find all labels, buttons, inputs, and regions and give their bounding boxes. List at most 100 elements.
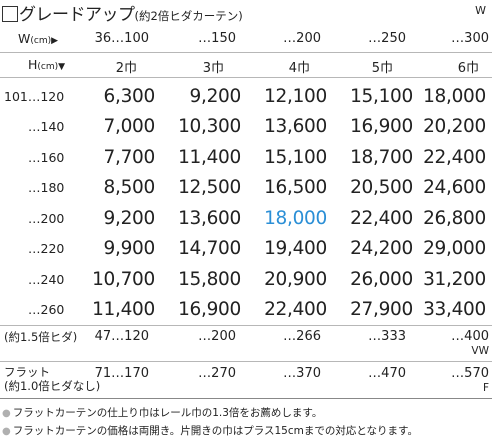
pleat15-width-4: …333	[368, 329, 406, 344]
width-range-1: 36…100	[94, 31, 149, 46]
price-cell: 7,700	[103, 146, 156, 168]
page-title: グレードアップ	[19, 5, 135, 25]
width-axis-letter: W	[18, 31, 31, 46]
table-row: …200 9,200 13,600 18,000 22,400 26,800	[0, 203, 492, 234]
height-axis-letter: H	[28, 57, 38, 72]
right-arrow-icon: ▶	[51, 36, 59, 46]
bottom-rule	[0, 398, 492, 399]
panel-width-3: 4巾	[288, 61, 310, 76]
width-range-2: …150	[198, 31, 236, 46]
panel-width-2: 3巾	[202, 61, 224, 76]
price-cell: 24,600	[423, 177, 486, 199]
price-cell: 16,500	[264, 177, 327, 199]
price-cell: 22,400	[350, 207, 413, 229]
height-range-cell: …140	[28, 119, 65, 135]
divider-line	[0, 52, 492, 53]
checkbox-square-icon	[2, 5, 18, 22]
down-arrow-icon: ▼	[58, 62, 66, 72]
price-cell: 29,000	[423, 238, 486, 260]
panel-width-1: 2巾	[115, 61, 137, 76]
page-subtitle: (約2倍ヒダカーテン)	[134, 9, 243, 23]
note-2-text: フラットカーテンの価格は両開き。片開きの巾はプラス15cmまでの対応となります。	[12, 425, 418, 437]
price-cell: 8,500	[103, 177, 156, 199]
table-row: …260 11,400 16,900 22,400 27,900 33,400	[0, 295, 492, 326]
table-row: 101…120 6,300 9,200 12,100 15,100 18,000	[0, 81, 492, 112]
price-cell: 11,400	[178, 146, 241, 168]
price-cell: 9,900	[103, 238, 156, 260]
table-row: …160 7,700 11,400 15,100 18,700 22,400	[0, 142, 492, 173]
note-2: ● フラットカーテンの価格は両開き。片開きの巾はプラス15cmまでの対応となります…	[2, 423, 418, 438]
price-cell: 31,200	[423, 268, 486, 290]
height-range-cell: …240	[28, 271, 65, 287]
price-cell: 15,100	[350, 85, 413, 107]
pleat15-unit: VW	[471, 345, 489, 357]
price-cell: 24,200	[350, 238, 413, 260]
price-cell: 22,400	[423, 146, 486, 168]
width-range-4: …250	[368, 31, 406, 46]
table-row: …220 9,900 14,700 19,400 24,200 29,000	[0, 234, 492, 265]
price-cell: 11,400	[92, 299, 155, 321]
width-range-5: …300	[451, 31, 489, 46]
divider-line	[0, 77, 492, 78]
note-1-text: フラットカーテンの仕上り巾はレール巾の1.3倍をお薦めします。	[12, 407, 323, 419]
height-axis-label: H(cm)▼	[28, 57, 65, 72]
price-cell: 20,500	[350, 177, 413, 199]
height-range-cell: …160	[28, 149, 65, 165]
flat-width-5: …570	[451, 366, 489, 381]
price-cell: 16,900	[178, 299, 241, 321]
price-cell: 14,700	[178, 238, 241, 260]
height-axis-unit: (cm)	[37, 62, 59, 72]
price-cell: 22,400	[264, 299, 327, 321]
flat-width-3: …370	[283, 366, 321, 381]
table-row: …180 8,500 12,500 16,500 20,500 24,600	[0, 173, 492, 204]
price-cell: 10,300	[178, 116, 241, 138]
price-table: 101…120 6,300 9,200 12,100 15,100 18,000 …140 7…	[0, 81, 492, 325]
price-cell: 27,900	[350, 299, 413, 321]
flat-label-line1: フラット	[4, 365, 50, 379]
note-1: ● フラットカーテンの仕上り巾はレール巾の1.3倍をお薦めします。	[2, 405, 322, 420]
price-cell: 18,000	[423, 85, 486, 107]
flat-width-2: …270	[198, 366, 236, 381]
divider-line	[0, 361, 492, 362]
flat-width-4: …470	[368, 366, 406, 381]
price-cell: 6,300	[103, 85, 156, 107]
price-cell: 26,800	[423, 207, 486, 229]
price-cell: 33,400	[423, 299, 486, 321]
flat-label-line2: (約1.0倍ヒダなし)	[4, 379, 101, 393]
price-cell: 9,200	[103, 207, 156, 229]
height-range-cell: …200	[28, 210, 65, 226]
price-cell: 15,100	[264, 146, 327, 168]
price-cell: 7,000	[103, 116, 156, 138]
height-range-cell: …260	[28, 302, 65, 318]
width-axis-label: W(cm)▶	[18, 31, 58, 46]
pleat15-width-2: …200	[198, 329, 236, 344]
price-cell: 18,700	[350, 146, 413, 168]
height-range-cell: 101…120	[4, 88, 65, 104]
height-range-cell: …180	[28, 180, 65, 196]
pleat15-width-1: 47…120	[94, 329, 149, 344]
price-cell: 10,700	[92, 268, 155, 290]
pleat15-width-3: …266	[283, 329, 321, 344]
price-cell: 13,600	[264, 116, 327, 138]
panel-width-5: 6巾	[457, 61, 479, 76]
corner-label: W	[475, 4, 486, 17]
price-cell: 20,200	[423, 116, 486, 138]
height-range-cell: …220	[28, 241, 65, 257]
pleat15-label: (約1.5倍ヒダ)	[4, 330, 78, 344]
table-row: …240 10,700 15,800 20,900 26,000 31,200	[0, 264, 492, 295]
price-cell: 16,900	[350, 116, 413, 138]
price-cell-highlighted: 18,000	[264, 207, 327, 229]
bullet-dot-icon: ●	[2, 426, 11, 437]
price-cell: 19,400	[264, 238, 327, 260]
divider-line	[0, 325, 492, 326]
width-range-3: …200	[283, 31, 321, 46]
price-cell: 12,500	[178, 177, 241, 199]
panel-width-4: 5巾	[371, 61, 393, 76]
title-area: グレードアップ(約2倍ヒダカーテン)	[2, 0, 243, 25]
price-cell: 26,000	[350, 268, 413, 290]
price-cell: 13,600	[178, 207, 241, 229]
price-cell: 12,100	[264, 85, 327, 107]
table-row: …140 7,000 10,300 13,600 16,900 20,200	[0, 112, 492, 143]
price-cell: 15,800	[178, 268, 241, 290]
price-cell: 9,200	[189, 85, 242, 107]
